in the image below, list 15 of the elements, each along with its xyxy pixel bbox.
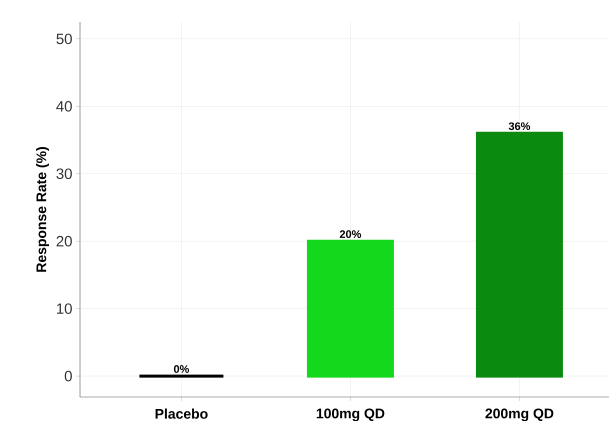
y-axis-title: Response Rate (%) [36,147,50,272]
y-tick-label: 40 [56,101,72,112]
x-tick-label: 200mg QD [485,408,554,421]
y-tick-label: 50 [56,34,72,44]
y-tick-label: 0 [64,370,72,382]
data-label: 20% [340,230,362,238]
bar [476,132,563,378]
bar [306,240,394,378]
y-tick-label: 20 [56,236,72,246]
data-label: 36% [508,122,530,130]
x-tick-label: Placebo [156,408,208,419]
x-tick-label: 100mg QD [316,408,384,421]
y-tick-label: 30 [56,168,72,180]
y-tick-label: 10 [57,303,72,314]
data-label: 0% [174,365,190,373]
